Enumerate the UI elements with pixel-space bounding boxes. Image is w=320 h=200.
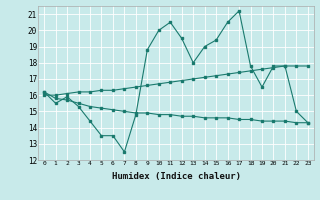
X-axis label: Humidex (Indice chaleur): Humidex (Indice chaleur)	[111, 172, 241, 181]
